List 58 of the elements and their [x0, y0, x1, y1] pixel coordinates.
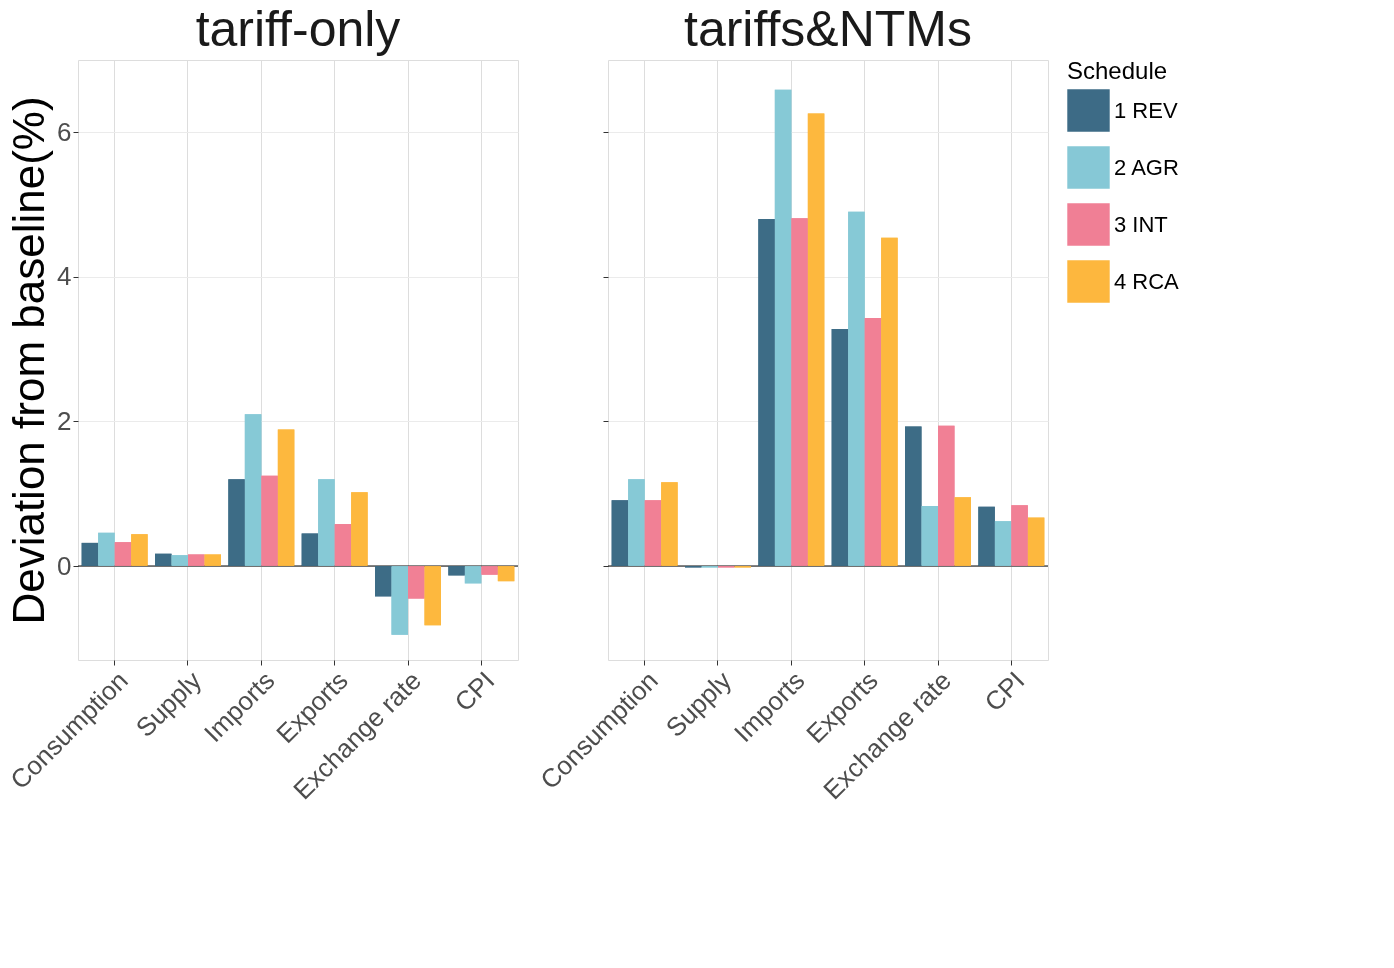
bar [171, 555, 188, 567]
legend-label: 3 INT [1114, 211, 1168, 237]
y-axis-title: Deviation from baseline(%) [4, 96, 54, 625]
bar [831, 328, 849, 567]
bar [978, 506, 995, 567]
x-tick-label: CPI [978, 665, 1031, 718]
bar [644, 500, 662, 567]
y-tick-label: 0 [57, 550, 72, 581]
bar [881, 237, 898, 567]
legend-label: 4 RCA [1114, 268, 1180, 294]
bar [1027, 517, 1045, 567]
bar [848, 211, 865, 567]
bar [188, 554, 205, 567]
bar [661, 482, 678, 567]
bar [464, 566, 482, 584]
bar [611, 500, 629, 567]
bar [155, 553, 172, 567]
bar [807, 113, 825, 567]
bar [98, 532, 115, 567]
chart-title: tariffs&NTMs [684, 1, 972, 57]
bar [864, 318, 882, 567]
y-tick-label: 4 [57, 261, 72, 292]
bar [938, 425, 955, 567]
bar [204, 554, 221, 567]
bar [351, 492, 368, 567]
chart-title: tariff-only [195, 1, 401, 57]
y-tick-label: 6 [57, 116, 72, 147]
bar [448, 566, 465, 576]
bar [921, 506, 938, 567]
bar [994, 521, 1012, 567]
bar [334, 524, 352, 567]
bar [1011, 505, 1028, 567]
x-tick-label: CPI [448, 665, 501, 718]
bar [424, 566, 441, 626]
y-tick-label: 2 [57, 405, 72, 436]
bar [131, 534, 148, 567]
bar [318, 479, 335, 567]
bar [497, 566, 515, 582]
bar [301, 533, 319, 567]
legend-label: 2 AGR [1114, 154, 1179, 180]
bar [791, 218, 808, 567]
bar [114, 542, 132, 567]
bar [408, 566, 425, 599]
bar [228, 479, 245, 567]
bar [481, 566, 498, 575]
legend-title: Schedule [1067, 57, 1168, 84]
bar [81, 542, 99, 567]
bar [954, 497, 971, 567]
bar [628, 479, 645, 567]
bar [244, 414, 262, 567]
bar [261, 475, 278, 567]
legend-label: 1 REV [1114, 97, 1178, 123]
bar [375, 566, 392, 597]
bar [758, 219, 775, 567]
bar [391, 566, 408, 635]
bar [905, 426, 922, 567]
bar [774, 89, 792, 567]
bar [277, 429, 295, 567]
